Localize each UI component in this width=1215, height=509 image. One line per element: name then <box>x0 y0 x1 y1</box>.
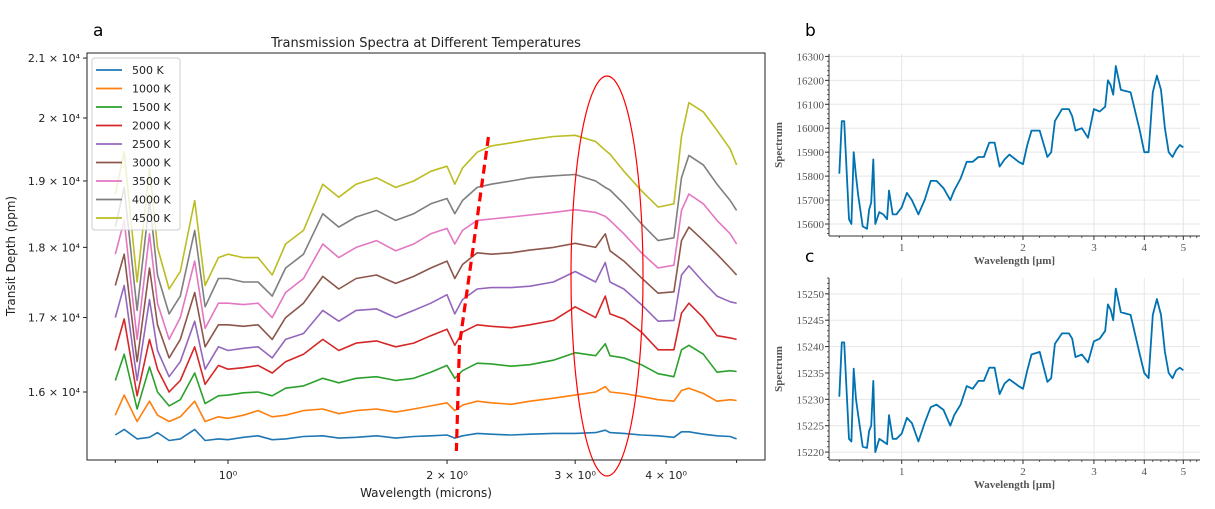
legend-label: 4500 K <box>132 212 171 225</box>
panel-a-legend: 500 K 1000 K 1500 K 2000 K 2500 K 3000 K 3500 … <box>91 57 181 231</box>
series-line-1500k <box>114 342 737 410</box>
y-tick-label: 1.6 × 10⁴ <box>28 386 81 399</box>
y-axis-label: Spectrum <box>773 122 785 168</box>
panel-a-annotations <box>454 75 644 477</box>
y-tick-label: 15250 <box>797 289 825 301</box>
panel-a-x-axis-label: Wavelength (microns) <box>360 486 492 500</box>
panel-c-label: c <box>805 247 814 267</box>
y-tick-label: 15245 <box>797 315 825 327</box>
y-tick-label: 2 × 10⁴ <box>38 112 80 125</box>
y-tick-label: 16300 <box>797 51 825 63</box>
x-tick-label: 5 <box>1181 466 1187 478</box>
spectrum-line <box>838 287 1184 454</box>
series-line-3000k <box>114 226 738 363</box>
legend-label: 3000 K <box>132 157 171 170</box>
y-tick-label: 15225 <box>797 421 825 433</box>
y-tick-label: 15600 <box>797 219 825 231</box>
panel-a: a Transmission Spectra at Different Temp… <box>4 21 766 500</box>
y-tick-label: 16200 <box>797 75 825 87</box>
legend-label: 2500 K <box>132 138 171 151</box>
panel-a-y-ticks: 1.6 × 10⁴ 1.7 × 10⁴ 1.8 × 10⁴ 1.9 × 10⁴ 2 × … <box>28 52 87 399</box>
series-line-3500k <box>114 193 738 341</box>
series-line-2000k <box>114 295 737 397</box>
series-line-1000k <box>114 385 737 423</box>
annotation-dashed-line <box>454 136 491 452</box>
x-tick-label: 2 × 10⁰ <box>426 469 468 482</box>
series-line-500k <box>114 428 737 442</box>
y-tick-label: 1.7 × 10⁴ <box>28 312 81 325</box>
y-tick-label: 15235 <box>797 368 825 380</box>
legend-box <box>91 57 181 231</box>
legend-label: 4000 K <box>132 194 171 207</box>
legend-label: 500 K <box>132 64 164 77</box>
panel-b-label: b <box>805 21 816 41</box>
y-tick-label: 16100 <box>797 99 825 111</box>
panel-a-y-axis-label: Transit Depth (ppm) <box>4 196 18 317</box>
panel-b: b 15600 15700 15800 15900 16000 16100 16200 163… <box>773 21 1200 267</box>
x-axis-label: Wavelength [µm] <box>974 479 1055 491</box>
legend-label: 1500 K <box>132 101 171 114</box>
y-tick-label: 15230 <box>797 394 825 406</box>
spectrum-line <box>838 65 1184 230</box>
y-tick-label: 15240 <box>797 342 825 354</box>
series-line-2500k <box>114 261 737 382</box>
panel-c: c 15220 15225 15230 15235 15240 15245 15250 1 2 3… <box>773 247 1200 491</box>
y-axis-label: Spectrum <box>773 346 785 392</box>
x-tick-label: 3 <box>1091 466 1097 478</box>
panel-a-title: Transmission Spectra at Different Temper… <box>270 36 581 51</box>
y-tick-label: 16000 <box>797 123 825 135</box>
x-tick-label: 1 <box>899 242 905 254</box>
x-tick-label: 3 × 10⁰ <box>554 469 596 482</box>
legend-label: 3500 K <box>132 175 171 188</box>
legend-label: 2000 K <box>132 120 171 133</box>
panel-a-axes-frame <box>86 52 766 461</box>
series-line-4000k <box>114 154 738 315</box>
y-tick-label: 15800 <box>797 171 825 183</box>
x-tick-label: 4 <box>1142 466 1148 478</box>
legend-label: 1000 K <box>132 83 171 96</box>
series-line-4500k <box>114 101 738 290</box>
x-tick-label: 1 <box>899 466 905 478</box>
y-tick-label: 15220 <box>797 447 825 459</box>
y-tick-label: 1.9 × 10⁴ <box>28 175 81 188</box>
x-tick-label: 2 <box>1020 466 1026 478</box>
panel-a-label: a <box>93 21 103 41</box>
x-tick-label: 4 <box>1142 242 1148 254</box>
x-tick-label: 10⁰ <box>219 469 238 482</box>
x-axis-label: Wavelength [µm] <box>974 255 1055 267</box>
x-tick-label: 2 <box>1020 242 1026 254</box>
annotation-ellipse <box>570 75 644 477</box>
x-tick-label: 4 × 10⁰ <box>645 469 687 482</box>
x-tick-label: 5 <box>1181 242 1187 254</box>
panel-a-x-ticks: 10⁰ 2 × 10⁰ 3 × 10⁰ 4 × 10⁰ <box>114 460 738 482</box>
panel-a-series <box>114 101 738 442</box>
y-tick-label: 2.1 × 10⁴ <box>28 52 81 65</box>
y-tick-label: 15900 <box>797 147 825 159</box>
y-tick-label: 15700 <box>797 195 825 207</box>
y-tick-label: 1.8 × 10⁴ <box>28 241 81 254</box>
x-tick-label: 3 <box>1091 242 1097 254</box>
